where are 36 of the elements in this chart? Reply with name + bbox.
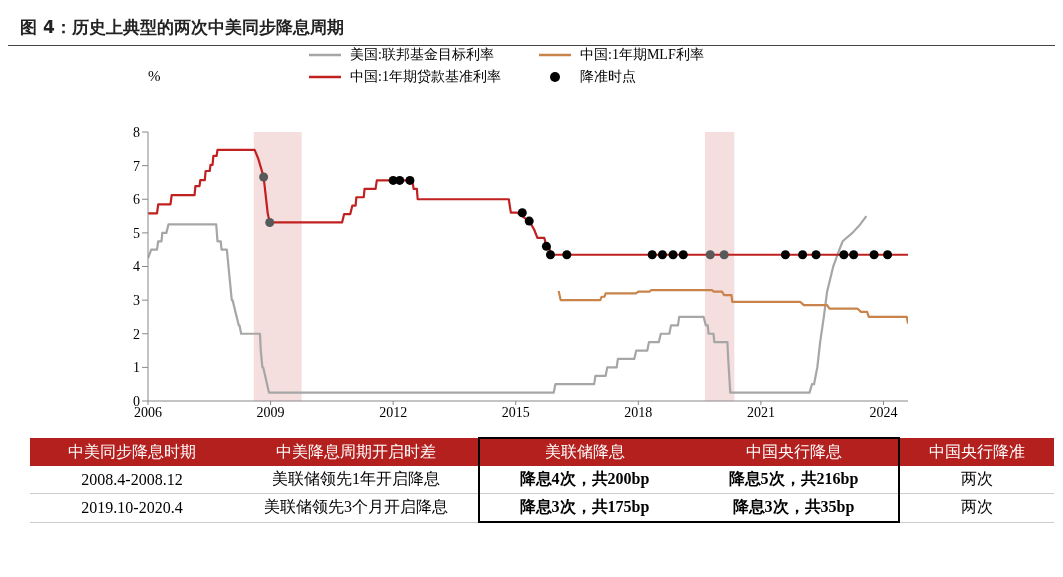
x-tick-label: 2012	[379, 404, 408, 420]
y-tick-label: 7	[133, 158, 140, 174]
y-tick-label: 6	[133, 192, 140, 208]
text: 降息3次，共175bp	[479, 493, 689, 522]
text: 降息4次，共200bp	[479, 466, 689, 494]
text: 2008.4-2008.12	[30, 466, 234, 494]
y-tick-label: 3	[133, 293, 140, 309]
legend-label: 降准时点	[580, 68, 636, 86]
chart-title: 图 4：历史上典型的两次中美同步降息周期	[8, 8, 1055, 46]
legend-label: 中国:1年期贷款基准利率	[350, 68, 501, 86]
x-tick-label: 2009	[256, 404, 285, 420]
y-tick-label: 1	[133, 360, 140, 376]
text: 降息5次，共216bp	[689, 466, 899, 494]
y-tick-label: 0	[133, 393, 140, 409]
x-tick-label: 2015	[501, 404, 530, 420]
text: 2019.10-2020.4	[30, 493, 234, 522]
text: 中国央行降息	[689, 438, 899, 466]
text: 两次	[899, 466, 1054, 494]
x-tick-label: 2018	[624, 404, 653, 420]
text: 美联储领先3个月开启降息	[234, 493, 479, 522]
text: 美联储领先1年开启降息	[234, 466, 479, 494]
y-axis-title: %	[148, 68, 161, 85]
text: 中美降息周期开启时差	[234, 438, 479, 466]
x-tick-label: 2021	[746, 404, 775, 420]
legend-label: 美国:联邦基金目标利率	[350, 46, 494, 64]
text: 美联储降息	[479, 438, 689, 466]
text: 中国央行降准	[899, 438, 1054, 466]
y-tick-label: 8	[133, 124, 140, 140]
text: 两次	[899, 493, 1054, 522]
y-tick-label: 5	[133, 225, 140, 241]
x-tick-label: 2024	[869, 404, 898, 420]
y-tick-label: 4	[133, 259, 140, 275]
legend-label: 中国:1年期MLF利率	[580, 46, 704, 64]
text: 降息3次，共35bp	[689, 493, 899, 522]
y-tick-label: 2	[133, 326, 140, 342]
text: 中美同步降息时期	[30, 438, 234, 466]
